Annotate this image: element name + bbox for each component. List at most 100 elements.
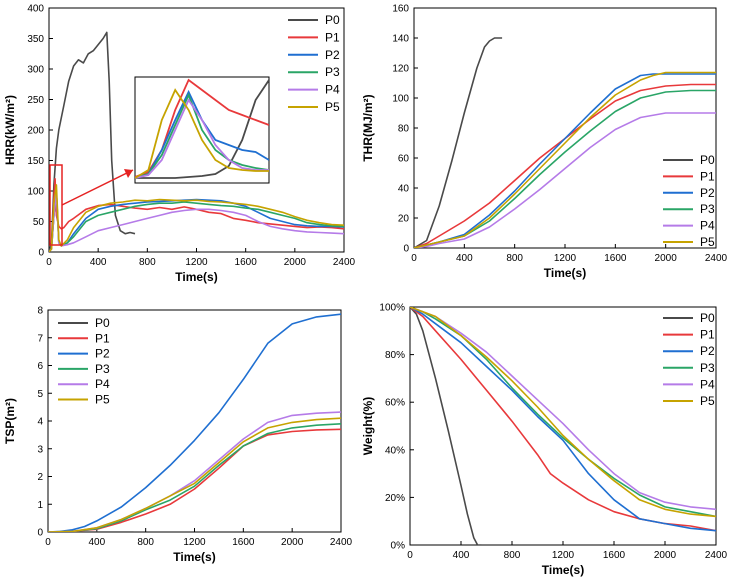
series-line-p1 [49,178,344,252]
x-tick-label: 800 [139,257,156,268]
weight-chart: 0 400 800 1200 1600 2000 2400 0% 20% 40% 60% 80% 100… [361,303,728,578]
y-tick-label: 100 [27,187,44,198]
legend-label-p3: P3 [95,362,110,376]
y-tick-label: 20% [385,493,405,504]
legend-label-p2: P2 [325,48,340,62]
y-tick-label: 100% [379,303,405,314]
series-group [410,307,716,545]
y-tick-label: 4 [37,417,43,428]
legend-label-p0: P0 [325,13,340,27]
x-tick-label: 400 [88,537,105,548]
y-axis-title: Weight(%) [361,397,375,455]
y-tick-label: 40 [398,184,410,195]
x-axis-title: Time(s) [542,563,584,577]
legend-label-p2: P2 [95,347,110,361]
x-tick-label: 400 [456,253,473,264]
y-tick-label: 8 [37,306,43,317]
series-line-p4 [410,307,716,511]
legend-label-p0: P0 [700,311,715,325]
y-axis-title: TSP(m²) [3,398,17,444]
y-tick-label: 80 [398,124,410,135]
y-tick-label: 250 [27,95,44,106]
legend-label-p5: P5 [95,393,110,407]
legend-label-p1: P1 [95,331,110,345]
series-line-p3 [48,423,341,532]
x-tick-label: 800 [506,253,523,264]
x-tick-label: 2400 [330,537,353,548]
x-axis-title: Time(s) [175,270,217,284]
series-line-p0 [49,31,136,252]
y-tick-label: 350 [27,34,44,45]
x-tick-label: 1200 [185,257,208,268]
x-tick-label: 2000 [654,550,677,561]
series-group [48,313,341,532]
series-line-p5 [410,307,716,518]
legend-label-p4: P4 [700,219,715,233]
x-tick-label: 400 [453,550,470,561]
y-tick-label: 100 [392,94,409,105]
y-tick-label: 40% [385,445,405,456]
legend-label-p3: P3 [700,361,715,375]
x-tick-label: 2000 [284,257,307,268]
legend-label-p1: P1 [700,328,715,342]
y-tick-label: 3 [37,444,43,455]
series-line-p3 [410,307,716,518]
series-line-p2 [410,307,716,532]
y-axis-title: HRR(kW/m²) [3,95,17,165]
x-tick-label: 2000 [281,537,304,548]
legend-label-p0: P0 [700,153,715,167]
x-tick-label: 2400 [333,257,356,268]
y-tick-label: 300 [27,65,44,76]
legend-label-p5: P5 [700,394,715,408]
legend-label-p1: P1 [700,169,715,183]
legend-label-p5: P5 [700,235,715,249]
zoom-arrow-head [124,169,133,178]
series-line-p0 [410,307,482,545]
y-tick-label: 150 [27,156,44,167]
x-tick-label: 2400 [705,550,728,561]
legend-label-p4: P4 [325,83,340,97]
x-tick-label: 0 [45,537,51,548]
legend-label-p4: P4 [95,377,110,391]
series-line-p5 [414,71,716,248]
series-line-p0 [414,37,503,248]
legend-label-p0: P0 [95,316,110,330]
x-tick-label: 0 [411,253,417,264]
y-tick-label: 0% [391,541,406,552]
y-tick-label: 1 [37,500,43,511]
y-axis-title: THR(MJ/m²) [361,94,375,161]
series-group [414,37,716,248]
zoom-arrow [61,169,134,206]
legend-label-p1: P1 [325,30,340,44]
series-line-p2 [48,313,341,532]
legend-label-p3: P3 [325,65,340,79]
inset-line-p5 [135,88,269,179]
series-line-p1 [414,83,716,248]
plot-frame [47,309,342,533]
y-tick-label: 2 [37,472,43,483]
x-tick-label: 0 [407,550,413,561]
y-tick-label: 400 [27,4,44,15]
legend-label-p5: P5 [325,100,340,114]
x-tick-label: 1200 [183,537,206,548]
x-axis-title: Time(s) [173,550,215,564]
inset-line-p4 [135,98,269,179]
inset-line-p3 [135,92,269,179]
x-tick-label: 1200 [554,253,577,264]
y-tick-label: 7 [37,333,43,344]
x-tick-label: 2400 [705,253,728,264]
y-tick-label: 200 [27,126,44,137]
y-tick-label: 80% [385,350,405,361]
y-tick-label: 0 [37,528,43,539]
y-tick-label: 0 [38,248,44,259]
y-tick-label: 0 [403,244,409,255]
x-tick-label: 2000 [655,253,678,264]
y-tick-label: 60 [398,154,410,165]
y-tick-label: 20 [398,214,410,225]
thr-chart: 0 400 800 1200 1600 2000 2400 0 20 40 60 80 100 120 14… [361,4,728,281]
x-tick-label: 1600 [232,537,255,548]
legend-label-p3: P3 [700,202,715,216]
y-tick-label: 160 [392,4,409,15]
x-tick-label: 1200 [552,550,575,561]
